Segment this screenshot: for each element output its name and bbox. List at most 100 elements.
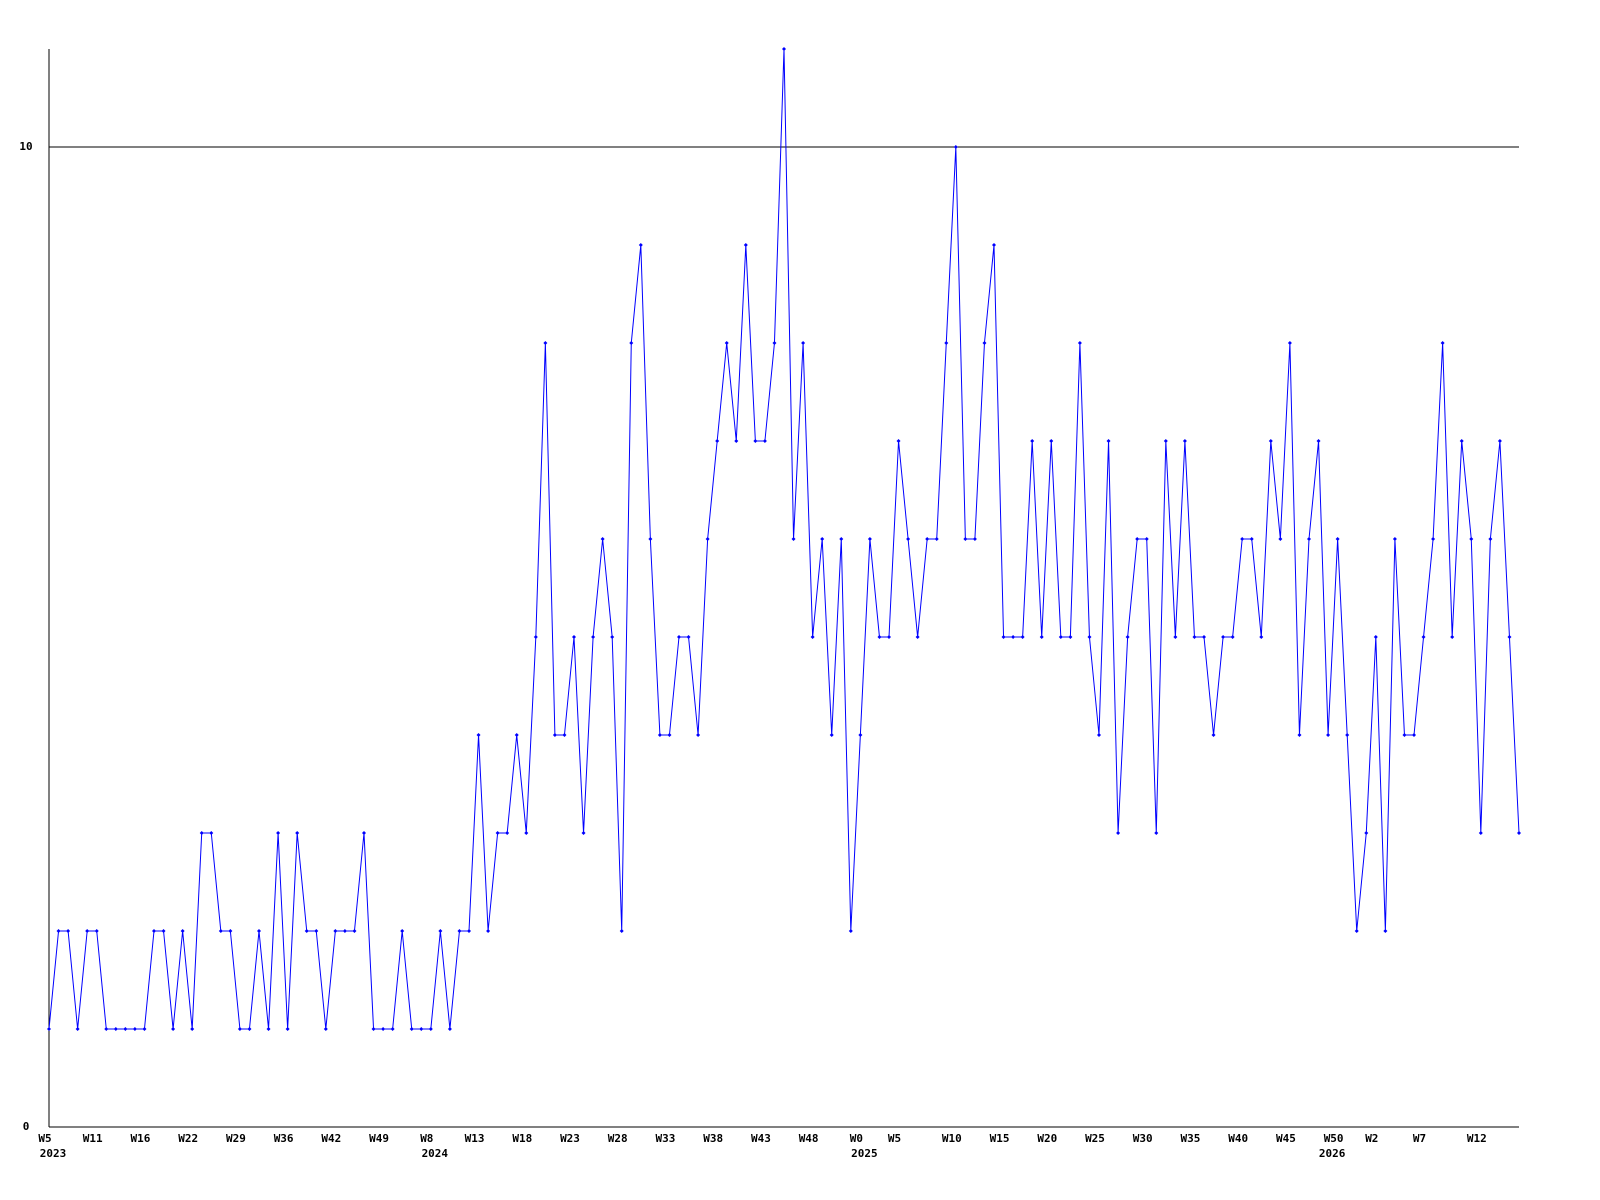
point-marker bbox=[858, 733, 863, 737]
point-marker bbox=[1049, 439, 1054, 443]
point-marker bbox=[333, 929, 338, 933]
x-tick-label: W18 bbox=[512, 1132, 532, 1145]
point-marker bbox=[1249, 537, 1254, 541]
point-marker bbox=[1011, 635, 1016, 639]
point-marker bbox=[1211, 733, 1216, 737]
point-marker bbox=[591, 635, 596, 639]
point-marker bbox=[1287, 341, 1292, 345]
point-marker bbox=[867, 537, 872, 541]
point-marker bbox=[228, 929, 233, 933]
point-marker bbox=[1230, 635, 1235, 639]
point-marker bbox=[1020, 635, 1025, 639]
point-marker bbox=[619, 929, 624, 933]
point-marker bbox=[1144, 537, 1149, 541]
point-marker bbox=[791, 537, 796, 541]
point-marker bbox=[944, 341, 949, 345]
point-marker bbox=[1450, 635, 1455, 639]
point-marker bbox=[142, 1027, 147, 1031]
point-marker bbox=[1316, 439, 1321, 443]
point-marker bbox=[1221, 635, 1226, 639]
point-marker bbox=[753, 439, 758, 443]
point-marker bbox=[1135, 537, 1140, 541]
x-tick-label: W13 bbox=[465, 1132, 485, 1145]
point-marker bbox=[1097, 733, 1101, 737]
x-tick-label: W5 bbox=[888, 1132, 901, 1145]
point-marker bbox=[1202, 635, 1206, 639]
point-marker bbox=[1354, 929, 1359, 933]
point-marker bbox=[1297, 733, 1302, 737]
x-tick-label: W48 bbox=[799, 1132, 819, 1145]
x-tick-label: W30 bbox=[1133, 1132, 1153, 1145]
point-marker bbox=[428, 1027, 433, 1031]
x-year-label: 2026 bbox=[1319, 1147, 1346, 1160]
point-marker bbox=[113, 1027, 118, 1031]
point-marker bbox=[171, 1027, 176, 1031]
point-marker bbox=[1058, 635, 1063, 639]
point-marker bbox=[915, 635, 920, 639]
point-marker bbox=[1307, 537, 1311, 541]
point-marker bbox=[743, 243, 748, 247]
point-marker bbox=[820, 537, 825, 541]
point-marker bbox=[1478, 831, 1483, 835]
point-marker bbox=[1116, 831, 1121, 835]
point-marker bbox=[1517, 831, 1521, 835]
point-marker bbox=[887, 635, 891, 639]
point-marker bbox=[514, 733, 519, 737]
point-marker bbox=[56, 929, 61, 933]
point-marker bbox=[304, 929, 309, 933]
point-marker bbox=[371, 1027, 376, 1031]
point-marker bbox=[266, 1027, 271, 1031]
point-marker bbox=[1268, 439, 1273, 443]
point-marker bbox=[657, 733, 662, 737]
point-marker bbox=[409, 1027, 414, 1031]
point-marker bbox=[447, 1027, 452, 1031]
x-tick-label: W20 bbox=[1037, 1132, 1057, 1145]
point-marker bbox=[906, 537, 911, 541]
point-marker bbox=[896, 439, 901, 443]
point-marker bbox=[963, 537, 968, 541]
point-marker bbox=[1259, 635, 1264, 639]
x-tick-label: W49 bbox=[369, 1132, 389, 1145]
point-marker bbox=[1182, 439, 1187, 443]
point-marker bbox=[533, 635, 538, 639]
point-marker bbox=[705, 537, 710, 541]
point-marker bbox=[1240, 537, 1245, 541]
point-marker bbox=[1163, 439, 1168, 443]
point-marker bbox=[218, 929, 223, 933]
x-tick-label: W15 bbox=[990, 1132, 1010, 1145]
x-tick-label: W8 bbox=[420, 1132, 433, 1145]
point-marker bbox=[972, 537, 977, 541]
x-year-label: 2023 bbox=[40, 1147, 67, 1160]
point-marker bbox=[600, 537, 605, 541]
point-marker bbox=[610, 635, 615, 639]
point-marker bbox=[839, 537, 844, 541]
point-marker bbox=[1459, 439, 1464, 443]
x-tick-label: W29 bbox=[226, 1132, 246, 1145]
x-tick-label: W35 bbox=[1181, 1132, 1201, 1145]
point-marker bbox=[953, 145, 958, 149]
point-marker bbox=[85, 929, 90, 933]
point-marker bbox=[476, 733, 481, 737]
point-marker bbox=[782, 47, 786, 51]
point-marker bbox=[352, 929, 357, 933]
point-marker bbox=[1488, 537, 1493, 541]
point-marker bbox=[810, 635, 815, 639]
point-marker bbox=[104, 1027, 109, 1031]
point-marker bbox=[638, 243, 643, 247]
point-marker bbox=[47, 1027, 51, 1031]
x-tick-label: W0 bbox=[850, 1132, 863, 1145]
point-marker bbox=[486, 929, 491, 933]
point-marker bbox=[552, 733, 557, 737]
x-tick-label: W23 bbox=[560, 1132, 580, 1145]
point-marker bbox=[75, 1027, 80, 1031]
point-marker bbox=[1469, 537, 1474, 541]
point-marker bbox=[209, 831, 214, 835]
point-marker bbox=[1173, 635, 1178, 639]
point-marker bbox=[581, 831, 586, 835]
point-marker bbox=[467, 929, 471, 933]
point-marker bbox=[848, 929, 853, 933]
point-marker bbox=[762, 439, 767, 443]
x-year-label: 2025 bbox=[851, 1147, 878, 1160]
point-marker bbox=[438, 929, 443, 933]
point-marker bbox=[629, 341, 634, 345]
